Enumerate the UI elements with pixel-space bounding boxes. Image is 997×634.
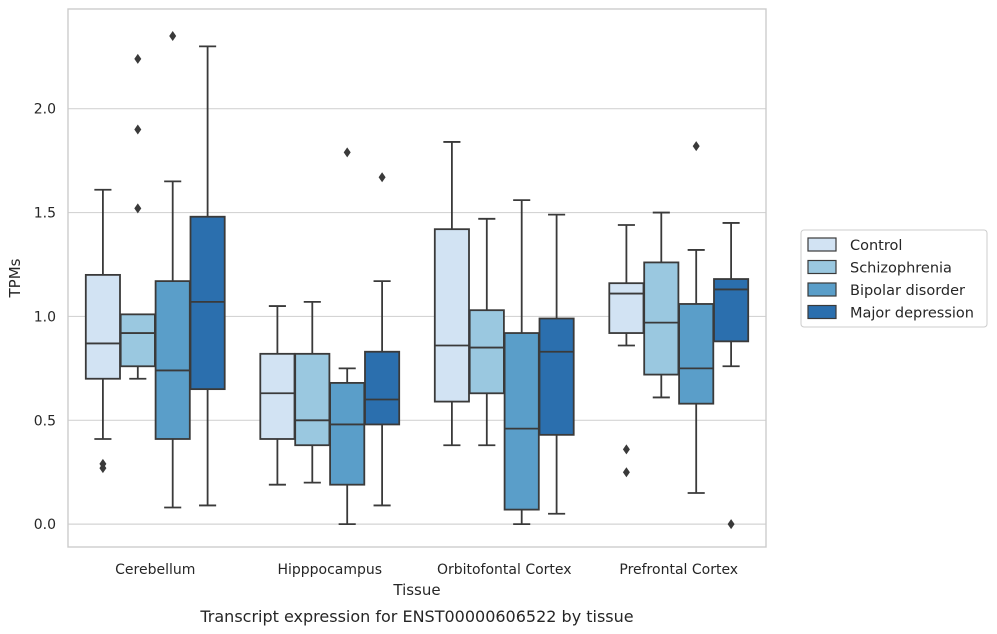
legend-label: Schizophrenia (850, 261, 952, 277)
legend-label: Control (850, 238, 902, 254)
outlier-point (622, 444, 630, 455)
iqr-box (189, 215, 226, 391)
box-bipolar-disorder (329, 147, 366, 526)
iqr-box (259, 352, 296, 440)
iqr-box (678, 303, 715, 405)
plot-frame (67, 8, 767, 548)
x-tick-label: Orbitofontal Cortex (437, 562, 572, 578)
iqr-box (713, 278, 750, 343)
box-major-depression (364, 172, 401, 507)
x-tick-labels: Cerebellum Hipppocampus Orbitofontal Corte… (115, 562, 738, 578)
legend-swatch (807, 259, 837, 275)
outlier-point (692, 141, 700, 152)
legend: Control Schizophrenia Bipolar disorder Majo… (800, 229, 988, 328)
x-tick-label: Prefrontal Cortex (619, 562, 738, 578)
iqr-box (119, 313, 156, 368)
box-bipolar-disorder (503, 199, 540, 526)
box-major-depression (713, 222, 750, 530)
legend-item: Schizophrenia (807, 259, 952, 277)
outlier-point (134, 124, 142, 135)
box-bipolar-disorder (678, 141, 715, 494)
outlier-point (134, 53, 142, 64)
iqr-box (468, 309, 505, 395)
legend-frame (800, 229, 988, 328)
legend-label: Bipolar disorder (850, 283, 965, 299)
box-control (259, 305, 296, 486)
legend-swatch (807, 304, 837, 320)
outlier-point (622, 467, 630, 478)
legend-item: Control (807, 237, 902, 254)
y-axis-title: TPMs (6, 258, 24, 298)
box-schizophrenia (294, 300, 331, 484)
y-tick-label: 0.0 (34, 517, 56, 533)
y-tick-label: 2.0 (34, 102, 56, 118)
legend-item: Major depression (807, 304, 974, 322)
box-major-depression (538, 213, 575, 515)
box-control (433, 141, 470, 447)
x-tick-label: Cerebellum (115, 562, 195, 578)
box-major-depression (189, 45, 226, 507)
outlier-point (378, 172, 386, 183)
y-tick-labels: 0.0 0.5 1.0 1.5 2.0 (34, 102, 56, 533)
iqr-box (643, 261, 680, 376)
x-axis-title: Tissue (392, 581, 440, 599)
iqr-box (608, 282, 645, 334)
y-tick-label: 1.0 (34, 309, 56, 325)
legend-item: Bipolar disorder (807, 282, 965, 299)
y-tick-label: 0.5 (34, 413, 56, 429)
box-control (608, 224, 645, 478)
iqr-box (433, 228, 470, 403)
box-schizophrenia (643, 211, 680, 399)
chart-caption: Transcript expression for ENST0000060652… (199, 607, 633, 626)
outlier-point (727, 519, 735, 530)
box-control (84, 188, 121, 474)
iqr-box (503, 332, 540, 511)
outlier-point (99, 463, 107, 474)
legend-label: Major depression (850, 306, 974, 322)
legend-swatch (807, 237, 837, 252)
y-tick-label: 1.5 (34, 206, 56, 222)
x-tick-label: Hipppocampus (277, 562, 382, 578)
legend-swatch (807, 282, 837, 297)
outlier-point (134, 203, 142, 214)
box-schizophrenia (119, 53, 156, 380)
box-schizophrenia (468, 217, 505, 447)
iqr-box (154, 280, 191, 440)
iqr-box (538, 317, 575, 436)
iqr-box (84, 273, 121, 380)
outlier-point (343, 147, 351, 158)
outlier-point (169, 31, 177, 42)
iqr-box (329, 381, 366, 486)
box-bipolar-disorder (154, 31, 191, 509)
iqr-box (294, 352, 331, 447)
iqr-box (364, 350, 401, 426)
box-series (84, 31, 750, 530)
